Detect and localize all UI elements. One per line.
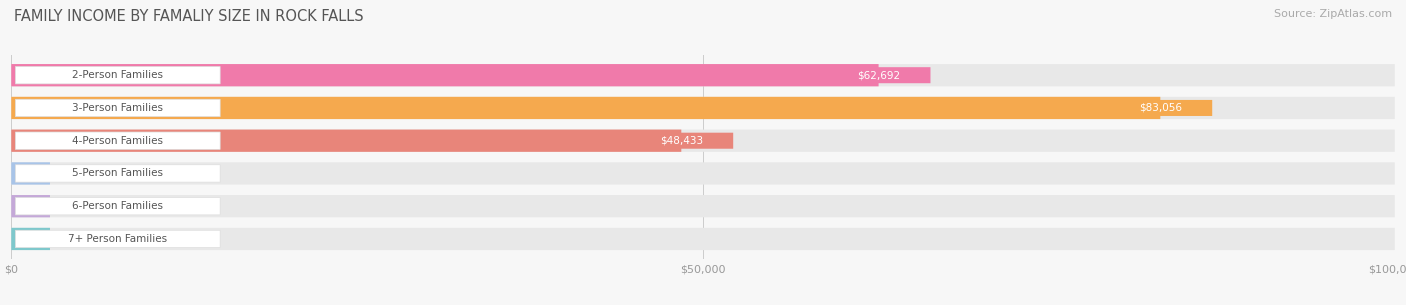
- FancyBboxPatch shape: [15, 66, 221, 84]
- FancyBboxPatch shape: [11, 130, 1395, 152]
- Text: FAMILY INCOME BY FAMALIY SIZE IN ROCK FALLS: FAMILY INCOME BY FAMALIY SIZE IN ROCK FA…: [14, 9, 364, 24]
- FancyBboxPatch shape: [11, 64, 1395, 86]
- Text: 3-Person Families: 3-Person Families: [72, 103, 163, 113]
- FancyBboxPatch shape: [11, 64, 879, 86]
- FancyBboxPatch shape: [11, 162, 51, 185]
- FancyBboxPatch shape: [11, 195, 51, 217]
- FancyBboxPatch shape: [15, 230, 221, 248]
- FancyBboxPatch shape: [630, 133, 733, 149]
- Text: 6-Person Families: 6-Person Families: [72, 201, 163, 211]
- Text: 2-Person Families: 2-Person Families: [72, 70, 163, 80]
- FancyBboxPatch shape: [11, 195, 1395, 217]
- Text: $0: $0: [60, 234, 75, 244]
- Text: 4-Person Families: 4-Person Families: [72, 136, 163, 146]
- Text: $83,056: $83,056: [1139, 103, 1182, 113]
- FancyBboxPatch shape: [1108, 100, 1212, 116]
- FancyBboxPatch shape: [11, 130, 682, 152]
- Text: $0: $0: [60, 201, 75, 211]
- FancyBboxPatch shape: [827, 67, 931, 83]
- FancyBboxPatch shape: [15, 165, 221, 182]
- Text: 7+ Person Families: 7+ Person Families: [69, 234, 167, 244]
- FancyBboxPatch shape: [11, 97, 1395, 119]
- FancyBboxPatch shape: [11, 162, 1395, 185]
- Text: Source: ZipAtlas.com: Source: ZipAtlas.com: [1274, 9, 1392, 19]
- FancyBboxPatch shape: [15, 132, 221, 149]
- Text: 5-Person Families: 5-Person Families: [72, 168, 163, 178]
- FancyBboxPatch shape: [15, 99, 221, 117]
- FancyBboxPatch shape: [11, 228, 51, 250]
- FancyBboxPatch shape: [11, 97, 1160, 119]
- Text: $62,692: $62,692: [858, 70, 900, 80]
- Text: $0: $0: [60, 168, 75, 178]
- FancyBboxPatch shape: [11, 228, 1395, 250]
- FancyBboxPatch shape: [15, 198, 221, 215]
- Text: $48,433: $48,433: [659, 136, 703, 146]
